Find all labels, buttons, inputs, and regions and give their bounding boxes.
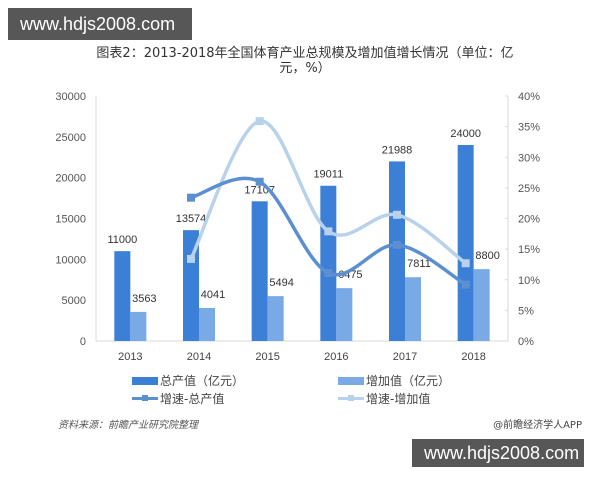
legend-label-added: 增加值（亿元） [366, 374, 451, 388]
svg-text:19011: 19011 [313, 169, 343, 181]
chart-title: 图表2：2013-2018年全国体育产业总规模及增加值增长情况（单位：亿 元，%… [70, 46, 540, 76]
legend-label-total: 总产值（亿元） [160, 374, 245, 388]
svg-text:11000: 11000 [107, 234, 137, 246]
legend-swatch-total [132, 376, 158, 385]
svg-text:2013: 2013 [118, 351, 142, 363]
title-line-1: 图表2：2013-2018年全国体育产业总规模及增加值增长情况（单位：亿 [96, 46, 514, 61]
legend-swatch-added [338, 376, 364, 385]
legend-label-growth-added: 增速-增加值 [366, 392, 431, 406]
svg-text:25%: 25% [518, 183, 540, 195]
legend-swatch-growth-added [338, 395, 364, 401]
svg-text:20000: 20000 [55, 173, 86, 185]
watermark-bottom: www.hdjs2008.com [412, 439, 584, 467]
svg-text:13574: 13574 [176, 213, 207, 225]
svg-text:7811: 7811 [407, 258, 431, 270]
svg-text:2014: 2014 [187, 351, 211, 363]
svg-text:5000: 5000 [62, 295, 86, 307]
legend-item-growth-total: 增速-总产值 [132, 390, 224, 407]
svg-text:21988: 21988 [382, 144, 413, 156]
legend-item-total: 总产值（亿元） [132, 372, 244, 389]
svg-text:4041: 4041 [201, 289, 225, 301]
svg-text:2017: 2017 [393, 351, 417, 363]
svg-text:5494: 5494 [269, 277, 293, 289]
svg-text:30000: 30000 [55, 91, 86, 103]
legend-item-added: 增加值（亿元） [338, 372, 450, 389]
svg-text:40%: 40% [518, 91, 540, 103]
legend-label-growth-total: 增速-总产值 [160, 392, 225, 406]
legend-swatch-growth-total [132, 395, 158, 401]
title-line-2: 元，%） [279, 61, 331, 76]
svg-text:2016: 2016 [324, 351, 348, 363]
svg-text:8800: 8800 [475, 250, 499, 262]
source-note: 资料来源：前瞻产业研究院整理 [58, 420, 198, 431]
svg-text:25000: 25000 [55, 132, 86, 144]
credit-note: @前瞻经济学人APP [493, 420, 582, 431]
watermark-top: www.hdjs2008.com [8, 8, 192, 40]
svg-text:20%: 20% [518, 214, 540, 226]
svg-text:10%: 10% [518, 275, 540, 287]
legend-item-growth-added: 增速-增加值 [338, 390, 430, 407]
svg-text:0: 0 [80, 336, 86, 348]
svg-text:15000: 15000 [55, 214, 86, 226]
svg-text:24000: 24000 [450, 128, 481, 140]
svg-text:10000: 10000 [55, 254, 86, 266]
svg-text:30%: 30% [518, 152, 540, 164]
svg-text:0%: 0% [518, 336, 534, 348]
svg-text:35%: 35% [518, 122, 540, 134]
svg-text:15%: 15% [518, 244, 540, 256]
svg-text:2015: 2015 [255, 351, 279, 363]
svg-text:2018: 2018 [461, 351, 485, 363]
svg-text:3563: 3563 [132, 293, 156, 305]
svg-text:5%: 5% [518, 305, 534, 317]
